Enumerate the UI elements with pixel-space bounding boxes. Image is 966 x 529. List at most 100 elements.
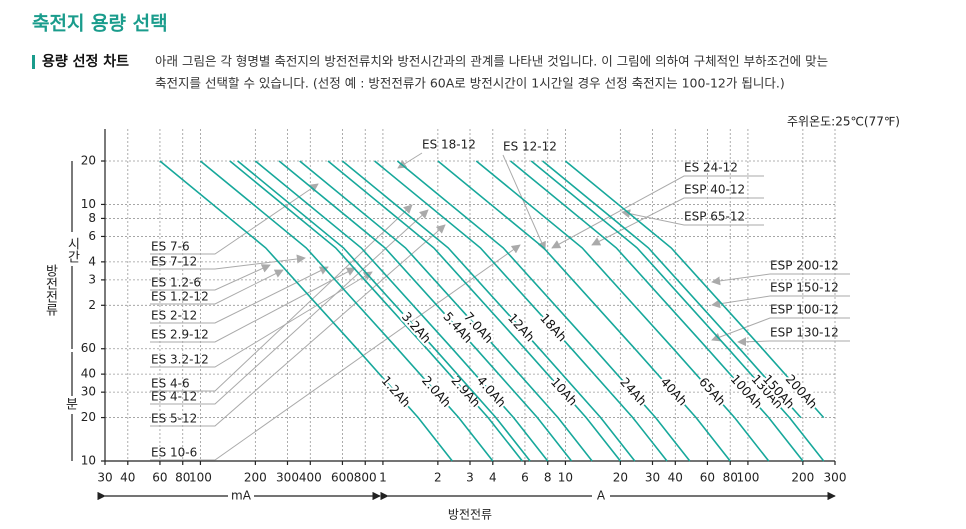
x-tick-label: 20	[613, 471, 628, 485]
x-tick-label: 2	[434, 471, 442, 485]
description: 아래 그림은 각 형명별 축전지의 방전전류치와 방전시간과의 관계를 나타낸 …	[155, 54, 828, 69]
unit-bg	[64, 396, 80, 414]
discharge-curve	[254, 160, 549, 462]
discharge-curve	[396, 160, 691, 462]
x-unit: A	[597, 489, 606, 503]
model-label: ES 2-12	[151, 309, 197, 323]
model-label: ES 4-12	[151, 390, 197, 404]
section-title: 용량 선정 차트	[42, 53, 129, 70]
leader-line	[711, 317, 850, 342]
annotation: 주위온도:25℃(77℉)	[787, 115, 900, 129]
discharge-curve	[509, 160, 804, 462]
leader-line	[150, 266, 329, 324]
leader-line	[150, 269, 284, 305]
y-tick-label: 2	[88, 298, 96, 312]
discharge-curve	[475, 160, 770, 462]
model-label: ESP 100-12	[770, 303, 839, 317]
unit-bg	[228, 488, 254, 504]
model-label: ES 10-6	[151, 446, 197, 460]
discharge-curve	[299, 160, 593, 462]
leader-line	[150, 224, 446, 427]
leader-line	[551, 175, 764, 249]
model-label: ESP 65-12	[684, 210, 745, 224]
x-tick-label: 100	[736, 471, 759, 485]
y-unit: 시간	[65, 237, 80, 263]
discharge-curve	[159, 160, 453, 462]
model-label: ESP 40-12	[684, 183, 745, 197]
y-tick-label: 4	[88, 254, 96, 268]
leader-line	[150, 264, 271, 291]
x-tick-label: 6	[521, 471, 529, 485]
x-tick-label: 40	[668, 471, 683, 485]
curve-label: 65Ah	[696, 374, 729, 408]
x-tick-label: 4	[489, 471, 497, 485]
y-tick-label: 6	[88, 229, 96, 243]
x-tick-label: 300	[276, 471, 299, 485]
model-label: ES 1.2-12	[151, 290, 209, 304]
y-tick-label: 60	[81, 341, 96, 355]
leader-line	[711, 295, 850, 309]
model-label: ES 7-6	[151, 240, 190, 254]
leader-line	[150, 204, 413, 392]
curve-label: 1.2Ah	[378, 373, 413, 410]
model-label: ES 18-12	[422, 138, 476, 152]
discharge-curve	[374, 160, 668, 462]
x-tick-label: 3	[466, 471, 474, 485]
curve-label: 24Ah	[617, 374, 650, 408]
x-tick-label: 40	[120, 471, 135, 485]
x-axis-title: 방전전류	[448, 508, 492, 522]
model-label: ES 5-12	[151, 412, 197, 426]
x-tick-label: 80	[723, 471, 738, 485]
x-tick-label: 8	[544, 471, 552, 485]
unit-bg	[64, 232, 80, 266]
description: 축전지를 선택할 수 있습니다. (선정 예 : 방전전류가 60A로 방전시간…	[155, 76, 785, 91]
leader-line	[150, 271, 373, 368]
model-label: ES 7-12	[151, 255, 197, 269]
leader-line	[150, 209, 429, 405]
curve-label: 40Ah	[658, 374, 691, 408]
x-unit: mA	[231, 489, 252, 503]
y-tick-label: 3	[88, 272, 96, 286]
x-tick-label: 60	[152, 471, 167, 485]
y-tick-label: 40	[81, 367, 96, 381]
discharge-curve	[229, 160, 523, 462]
x-tick-label: 800	[354, 471, 377, 485]
y-tick-label: 20	[81, 154, 96, 168]
y-unit: 분	[66, 398, 78, 413]
model-label: ESP 130-12	[770, 326, 839, 340]
discharge-curve	[327, 160, 622, 462]
x-tick-label: 100	[189, 471, 212, 485]
model-label: ES 1.2-6	[151, 276, 201, 290]
model-label: ESP 150-12	[770, 281, 839, 295]
y-tick-label: 8	[88, 211, 96, 225]
x-tick-label: 600	[331, 471, 354, 485]
x-tick-label: 60	[700, 471, 715, 485]
discharge-curve	[341, 160, 636, 462]
unit-bg	[592, 488, 610, 504]
discharge-curve	[237, 160, 531, 462]
y-tick-label: 10	[81, 454, 96, 468]
y-tick-label: 10	[81, 197, 96, 211]
discharge-curve	[564, 160, 825, 419]
discharge-curve	[278, 160, 573, 462]
x-tick-label: 30	[645, 471, 660, 485]
curve-label: 12Ah	[505, 310, 538, 344]
x-tick-label: 1	[379, 471, 387, 485]
discharge-curve	[199, 160, 494, 462]
curve-label: 4.0Ah	[474, 373, 509, 410]
discharge-curve	[530, 160, 825, 462]
leader-line	[150, 244, 521, 461]
curve-label: 2.0Ah	[419, 373, 454, 410]
model-label: ES 12-12	[503, 140, 557, 154]
discharge-curve	[542, 160, 802, 419]
model-label: ES 24-12	[684, 161, 738, 175]
leader-line	[737, 337, 850, 347]
page-title: 축전지 용량 선택	[32, 13, 168, 35]
model-label: ESP 200-12	[770, 259, 839, 273]
leader-line	[150, 254, 306, 270]
leader-line	[621, 209, 764, 226]
x-tick-label: 10	[558, 471, 573, 485]
section-bar	[32, 55, 35, 69]
discharge-curve	[437, 160, 731, 462]
leader-line	[502, 154, 546, 251]
